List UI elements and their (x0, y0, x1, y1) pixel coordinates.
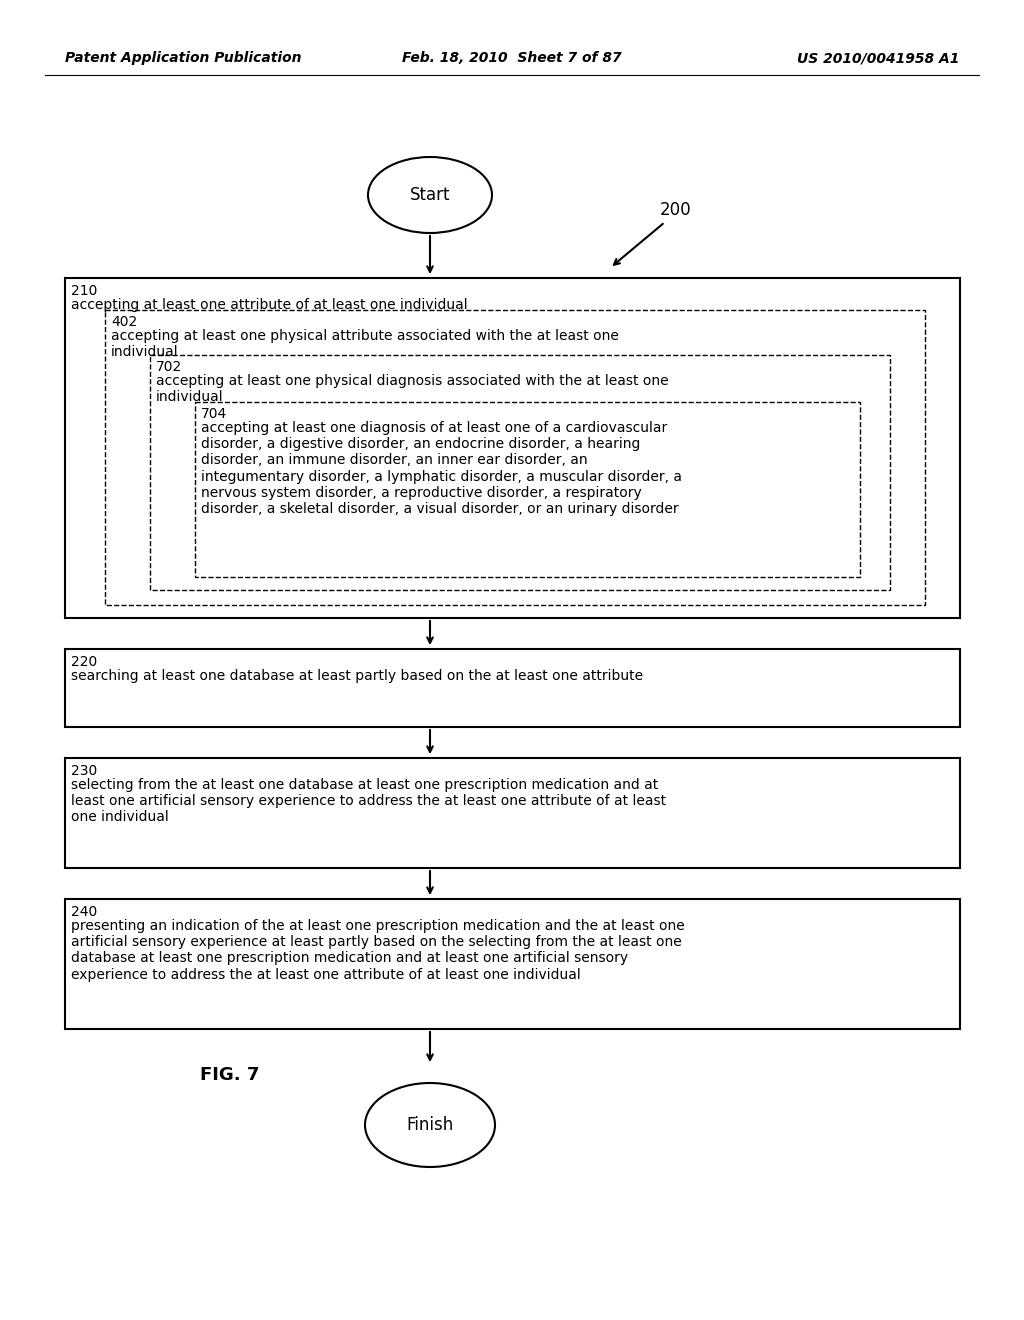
Text: 240: 240 (71, 906, 97, 919)
Text: 200: 200 (660, 201, 691, 219)
Text: Feb. 18, 2010  Sheet 7 of 87: Feb. 18, 2010 Sheet 7 of 87 (402, 51, 622, 65)
Text: accepting at least one physical diagnosis associated with the at least one
indiv: accepting at least one physical diagnosi… (156, 374, 669, 404)
Text: searching at least one database at least partly based on the at least one attrib: searching at least one database at least… (71, 669, 643, 682)
Text: selecting from the at least one database at least one prescription medication an: selecting from the at least one database… (71, 777, 667, 825)
Bar (65, 279, 961, 618)
Bar (105, 310, 925, 605)
Text: accepting at least one physical attribute associated with the at least one
indiv: accepting at least one physical attribut… (111, 329, 618, 359)
Text: presenting an indication of the at least one prescription medication and the at : presenting an indication of the at least… (71, 919, 685, 982)
Text: FIG. 7: FIG. 7 (201, 1067, 260, 1084)
Bar (65, 649, 961, 727)
Text: accepting at least one diagnosis of at least one of a cardiovascular
disorder, a: accepting at least one diagnosis of at l… (201, 421, 682, 516)
Text: 402: 402 (111, 315, 137, 329)
Bar (65, 899, 961, 1030)
Bar (195, 403, 860, 577)
Text: 704: 704 (201, 407, 227, 421)
Text: 220: 220 (71, 655, 97, 669)
Text: 230: 230 (71, 764, 97, 777)
Text: Start: Start (410, 186, 451, 205)
Text: accepting at least one attribute of at least one individual: accepting at least one attribute of at l… (71, 298, 468, 312)
Bar (150, 355, 890, 590)
Text: US 2010/0041958 A1: US 2010/0041958 A1 (797, 51, 959, 65)
Text: 210: 210 (71, 284, 97, 298)
Bar (65, 758, 961, 869)
Text: 702: 702 (156, 360, 182, 374)
Text: Patent Application Publication: Patent Application Publication (65, 51, 301, 65)
Text: Finish: Finish (407, 1115, 454, 1134)
